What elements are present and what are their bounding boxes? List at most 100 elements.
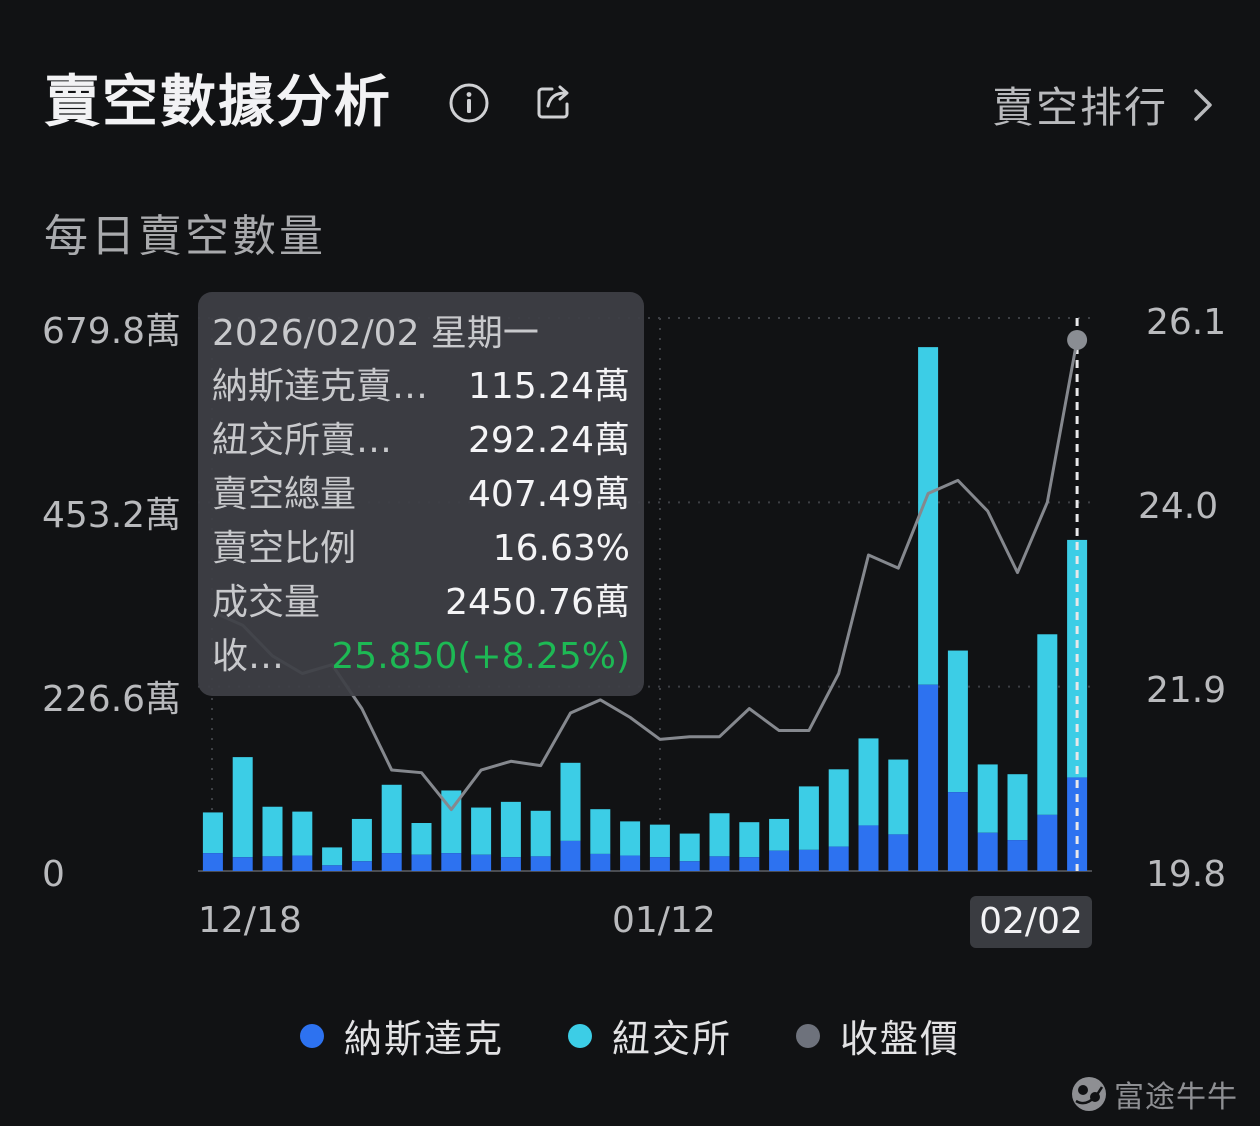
tooltip-label: 賣空總量 (212, 474, 357, 515)
y-right-tick: 26.1 (1146, 302, 1227, 343)
legend-item-nyse[interactable]: 紐交所 (567, 1008, 732, 1063)
y-left-tick: 0 (42, 854, 65, 895)
bar-nasdaq (918, 684, 939, 871)
watermark: 富途牛牛 (1070, 1072, 1238, 1116)
legend-label: 納斯達克 (343, 1017, 504, 1061)
tooltip-label: 納斯達克賣… (212, 366, 429, 407)
bar-nasdaq (620, 855, 641, 871)
close-price-point (1067, 329, 1088, 350)
bar-nyse (888, 759, 909, 835)
bar-nasdaq (1007, 840, 1028, 871)
bar-nyse (947, 650, 968, 793)
bar-nyse (977, 764, 998, 833)
watermark-text: 富途牛牛 (1114, 1080, 1238, 1115)
bar-nyse (858, 738, 879, 826)
tooltip-label: 收… (212, 636, 285, 677)
tooltip-value: 16.63% (492, 528, 630, 569)
bar-nasdaq (202, 853, 223, 871)
bar-nyse (560, 762, 581, 841)
short-ranking-link[interactable]: 賣空排行 (992, 74, 1220, 135)
bar-nasdaq (441, 853, 462, 871)
bar-nasdaq (411, 854, 432, 871)
bar-nasdaq (739, 857, 760, 871)
bar-nyse (590, 809, 611, 854)
bar-nyse (620, 821, 641, 856)
bar-nyse (1007, 774, 1028, 841)
tooltip-value: 115.24萬 (468, 366, 630, 407)
legend-item-nasdaq[interactable]: 納斯達克 (299, 1008, 504, 1063)
legend-dot (567, 1023, 592, 1048)
legend-dot (299, 1023, 324, 1048)
tooltip-value: 407.49萬 (468, 474, 630, 515)
bar-nyse (351, 818, 372, 862)
tooltip-label: 賣空比例 (212, 528, 357, 569)
x-tick-label-selected: 02/02 (970, 896, 1092, 948)
bar-nyse (918, 347, 939, 685)
bar-nasdaq (888, 834, 909, 871)
y-left-tick: 679.8萬 (42, 311, 182, 352)
y-right-tick: 19.8 (1146, 854, 1227, 895)
y-right-tick: 24.0 (1138, 486, 1219, 527)
x-tick-label: 01/12 (612, 900, 716, 941)
y-left-tick: 453.2萬 (42, 495, 182, 536)
bar-nasdaq (292, 855, 313, 871)
bar-nasdaq (232, 857, 253, 871)
bar-nyse (471, 807, 492, 855)
short-ranking-label: 賣空排行 (991, 83, 1168, 132)
header: 賣空數據分析 賣空排行 (44, 68, 1220, 138)
info-icon[interactable] (448, 82, 490, 124)
bar-nasdaq (262, 856, 283, 871)
bar-nasdaq (1037, 814, 1058, 871)
bar-nasdaq (769, 850, 790, 871)
bar-nyse (232, 757, 253, 858)
bar-nasdaq (351, 861, 372, 871)
bar-nyse (709, 813, 730, 857)
bar-nyse (530, 810, 551, 857)
tooltip-row: 賣空比例 16.63% (212, 522, 630, 576)
bar-nasdaq (679, 861, 700, 871)
tooltip-row: 納斯達克賣… 115.24萬 (212, 360, 630, 414)
bar-nyse (202, 812, 223, 854)
bar-nyse (381, 784, 402, 854)
tooltip-label: 紐交所賣… (212, 420, 393, 461)
tooltip-row: 紐交所賣… 292.24萬 (212, 414, 630, 468)
legend-label: 收盤價 (840, 1017, 961, 1061)
legend-dot (796, 1023, 820, 1048)
close-price-line (212, 339, 1079, 812)
tooltip-row: 賣空總量 407.49萬 (212, 468, 630, 522)
x-tick-label: 12/18 (198, 900, 302, 941)
legend-item-close[interactable]: 收盤價 (796, 1008, 960, 1063)
bar-nyse (1037, 634, 1058, 815)
bar-nyse (411, 823, 432, 855)
bar-nyse (828, 769, 849, 847)
section-subtitle: 每日賣空數量 (44, 211, 326, 262)
futu-logo-icon (1072, 1077, 1106, 1111)
bar-nasdaq (530, 856, 551, 871)
bar-nyse (262, 806, 283, 857)
bar-nyse (649, 824, 670, 858)
bar-nasdaq (858, 825, 879, 871)
chevron-right-icon (1194, 88, 1212, 121)
bar-nasdaq (471, 854, 492, 871)
bar-nasdaq (977, 832, 998, 871)
bar-nasdaq (560, 840, 581, 871)
bar-nyse (798, 786, 819, 850)
page-title: 賣空數據分析 (44, 70, 392, 135)
tooltip-row: 收… 25.850(+8.25%) (212, 630, 630, 684)
chart-tooltip: 2026/02/02 星期一 納斯達克賣… 115.24萬 紐交所賣… 292.… (198, 292, 644, 696)
bar-nasdaq (649, 857, 670, 871)
bar-nyse (769, 818, 790, 851)
share-icon[interactable] (534, 82, 574, 122)
legend-label: 紐交所 (611, 1017, 732, 1061)
tooltip-date: 2026/02/02 星期一 (212, 313, 539, 354)
y-left-tick: 226.6萬 (42, 679, 182, 720)
bar-nyse (739, 822, 760, 858)
bar-nyse (441, 790, 462, 854)
y-right-tick: 21.9 (1146, 670, 1227, 711)
tooltip-row: 成交量 2450.76萬 (212, 576, 630, 630)
tooltip-label: 成交量 (212, 582, 321, 623)
bar-nasdaq (828, 846, 849, 871)
tooltip-close-value: 25.850(+8.25%) (331, 636, 630, 677)
bar-nyse (679, 833, 700, 862)
